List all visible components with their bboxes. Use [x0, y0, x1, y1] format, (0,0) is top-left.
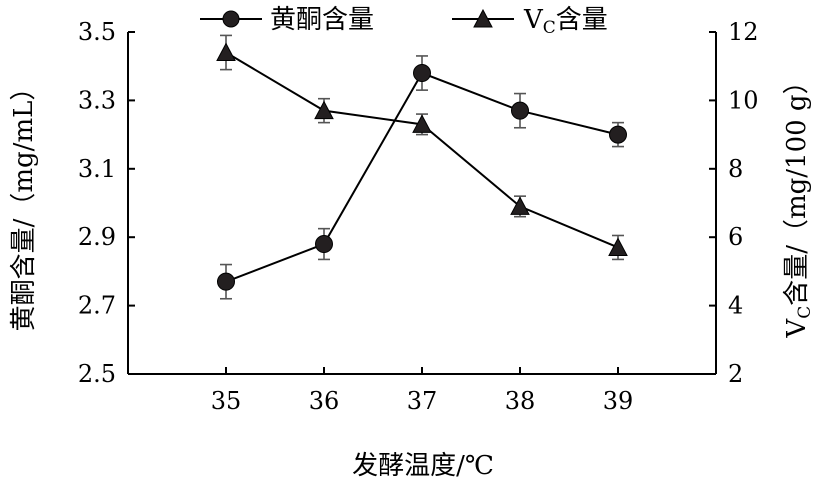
legend-vc-sub: C	[543, 18, 556, 38]
y-right-tick-label: 8	[728, 155, 743, 183]
data-point-flavonoid	[217, 272, 235, 291]
series-layer	[216, 34, 628, 300]
series-flavonoid-line	[225, 71, 619, 283]
legend-vc-rest: 含量	[556, 5, 608, 35]
data-point-vc	[510, 196, 530, 215]
x-tick-label: 38	[505, 387, 536, 415]
data-point-vc	[608, 237, 628, 256]
legend-flavonoid-label: 黄酮含量	[270, 5, 374, 35]
y-left-tick-label: 2.7	[78, 292, 116, 320]
x-axis-title: 发酵温度/℃	[352, 451, 494, 481]
data-point-flavonoid	[413, 64, 431, 83]
y-left-tick-label: 3.5	[78, 18, 116, 46]
y-right-tick-label: 12	[728, 18, 759, 46]
data-point-vc	[314, 100, 334, 120]
y-left-tick-label: 3.3	[78, 86, 116, 114]
y-left-tick-label: 3.1	[78, 155, 116, 183]
legend-vc-marker	[473, 8, 493, 28]
x-tick-label: 35	[211, 387, 242, 415]
data-point-flavonoid	[609, 125, 627, 144]
data-point-flavonoid	[511, 101, 529, 120]
legend-vc-main: V	[523, 5, 544, 35]
y-axis-right-title-rest: 含量/（mg/100 g）	[782, 68, 812, 305]
legend-vc-label: VC含量	[523, 5, 608, 38]
x-tick-label: 36	[309, 387, 340, 415]
y-right-tick-label: 4	[728, 292, 743, 320]
x-tick-label: 37	[407, 387, 438, 415]
x-tick-label: 39	[603, 387, 634, 415]
y-axis-right-title-main: V	[782, 318, 812, 339]
y-axis-left-title: 黄酮含量/（mg/mL）	[9, 75, 39, 332]
axes: 35 36 37 38 39 2.5 2.7 2.9 3.1 3.3 3.5 2 4 6 8 10 12	[78, 18, 759, 415]
y-right-tick-label: 10	[728, 86, 759, 114]
y-right-tick-label: 2	[728, 360, 743, 388]
y-right-tick-label: 6	[728, 223, 743, 251]
data-point-vc	[412, 114, 432, 133]
legend: 黄酮含量 VC含量	[200, 5, 608, 38]
data-point-vc	[216, 42, 236, 62]
y-axis-right-title: VC含量/（mg/100 g）	[782, 68, 815, 338]
y-left-tick-label: 2.9	[78, 223, 116, 251]
y-axis-right-title-sub: C	[795, 306, 815, 319]
y-left-tick-label: 2.5	[78, 360, 116, 388]
data-point-flavonoid	[315, 235, 333, 254]
legend-flavonoid-marker	[222, 10, 240, 28]
